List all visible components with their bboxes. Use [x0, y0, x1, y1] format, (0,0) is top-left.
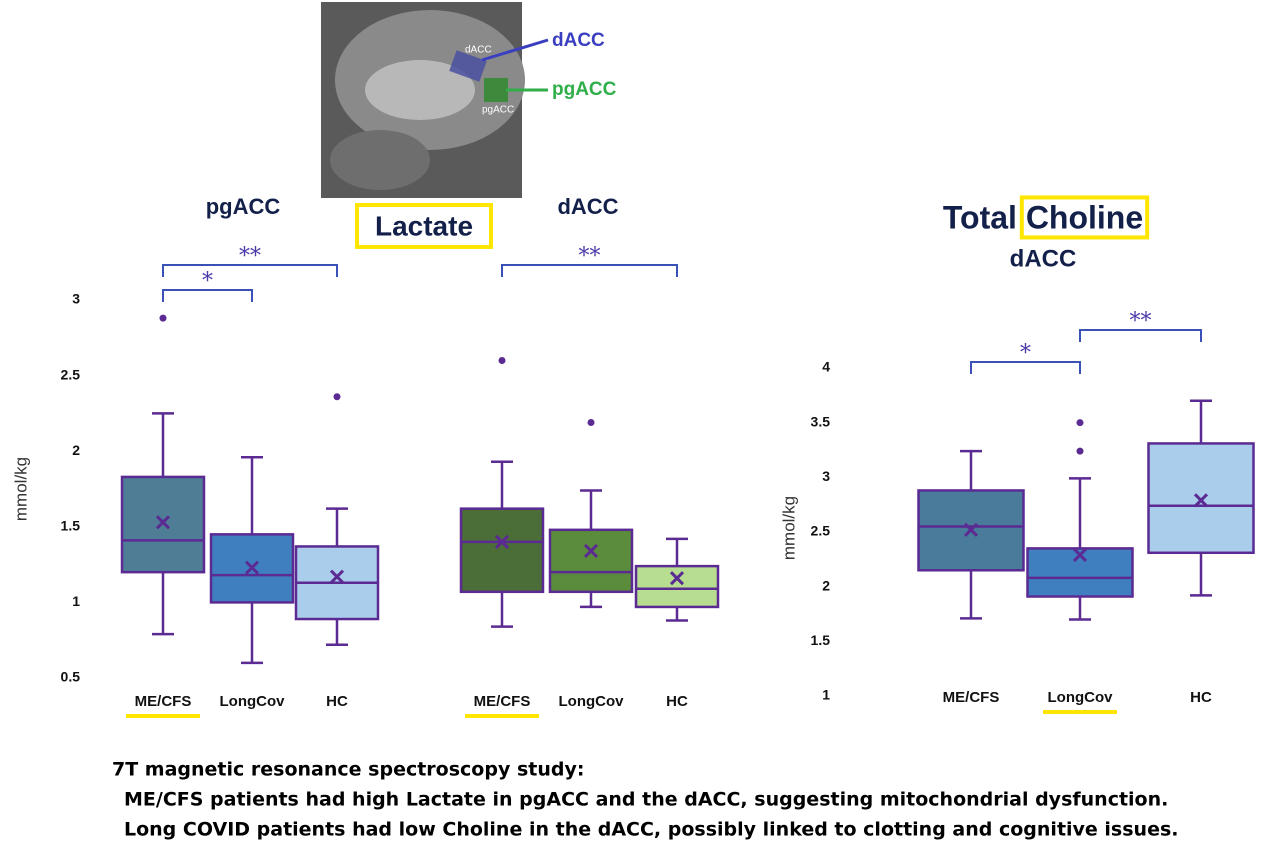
mean-marker: [583, 543, 599, 559]
chart-title: dACC: [557, 194, 618, 219]
significance-label: **: [579, 244, 601, 269]
voxel-label: pgACC: [482, 105, 514, 116]
box: [120, 475, 206, 574]
outlier: [1076, 447, 1084, 455]
chart-title: pgACC: [206, 194, 281, 219]
x-tick-label: ME/CFS: [135, 693, 192, 710]
caption-line: 7T magnetic resonance spectroscopy study…: [112, 759, 584, 781]
box: [459, 507, 545, 594]
voxel-label: dACC: [465, 45, 492, 56]
y-tick-label: 1.5: [61, 518, 81, 534]
callout-label: dACC: [552, 30, 605, 51]
pgacc-voxel: [484, 78, 508, 102]
significance-bracket: [1079, 329, 1202, 342]
dacc-pointer: [481, 38, 549, 62]
outlier: [333, 393, 341, 401]
mean-marker: [963, 522, 979, 537]
significance-bracket: [501, 264, 678, 277]
lactate-title: Lactate: [375, 210, 473, 241]
brain-image: dACC pgACC dACC pgACC: [321, 2, 617, 198]
outlier: [587, 418, 595, 426]
y-tick-label: 4: [822, 359, 830, 375]
caption-line: Long COVID patients had low Choline in t…: [124, 819, 1179, 841]
y-tick-label: 3: [822, 468, 830, 484]
mean-marker: [669, 571, 685, 586]
significance-label: **: [239, 244, 261, 269]
x-tick-label: LongCov: [220, 693, 286, 710]
y-axis-label: mmol/kg: [11, 457, 30, 521]
callout-label: pgACC: [552, 79, 617, 100]
y-tick-label: 1: [72, 593, 80, 609]
y-tick-label: 0.5: [61, 669, 81, 685]
y-tick-label: 3.5: [811, 413, 831, 429]
chart-subtitle: dACC: [1010, 245, 1077, 272]
significance-label: *: [1020, 341, 1031, 366]
mean-marker: [1193, 493, 1209, 508]
significance-label: *: [202, 269, 213, 294]
x-tick-label: LongCov: [1048, 689, 1114, 706]
significance-bracket: [162, 264, 338, 277]
mean-marker: [494, 534, 510, 549]
dacc-voxel: [449, 50, 487, 82]
highlight-box: [1019, 195, 1150, 240]
x-tick-label: HC: [666, 693, 688, 710]
box: [548, 528, 634, 594]
x-tick-label: LongCov: [559, 693, 625, 710]
outlier: [1076, 419, 1084, 427]
chart-title: Total Choline: [943, 199, 1143, 235]
significance-label: **: [1130, 309, 1152, 334]
x-tick-label: HC: [326, 693, 348, 710]
y-tick-label: 2: [822, 577, 830, 593]
mean-marker: [155, 515, 171, 530]
highlight-box: [355, 203, 493, 249]
mean-marker: [1072, 547, 1088, 563]
caption: 7T magnetic resonance spectroscopy study…: [112, 759, 1179, 841]
x-tick-label: HC: [1190, 689, 1212, 706]
x-tick-label: ME/CFS: [943, 689, 1000, 706]
x-tick-label: ME/CFS: [474, 693, 531, 710]
box: [634, 564, 720, 609]
y-tick-label: 2.5: [61, 366, 81, 382]
y-tick-label: 3: [72, 291, 80, 307]
y-tick-label: 2: [72, 442, 80, 458]
y-tick-label: 2.5: [811, 523, 831, 539]
y-axis-label: mmol/kg: [779, 496, 798, 560]
box: [1147, 442, 1255, 555]
caption-line: ME/CFS patients had high Lactate in pgAC…: [124, 789, 1168, 811]
outlier: [498, 356, 506, 364]
y-tick-label: 1.5: [811, 632, 831, 648]
significance-bracket: [970, 361, 1081, 374]
y-tick-label: 1: [822, 687, 830, 703]
corpus-callosum: [365, 60, 475, 120]
outlier: [159, 314, 167, 322]
significance-bracket: [162, 289, 253, 302]
cerebellum: [330, 130, 430, 190]
mean-marker: [329, 569, 345, 584]
mean-marker: [244, 560, 260, 575]
